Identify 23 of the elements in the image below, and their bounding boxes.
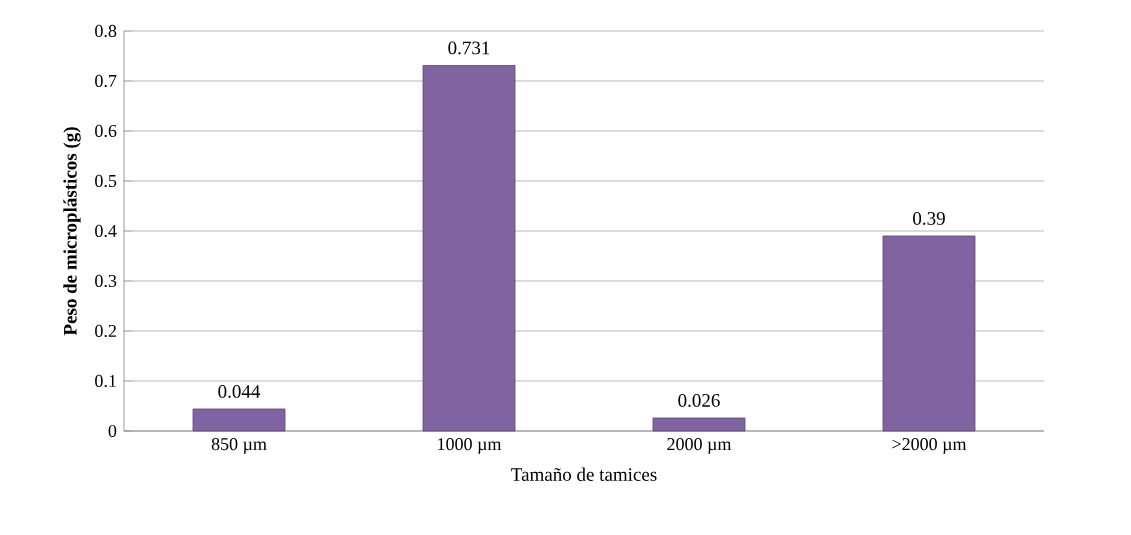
bar [192, 408, 286, 432]
x-axis-title: Tamaño de tamices [511, 467, 657, 481]
bar [422, 65, 516, 432]
x-tick-label: 2000 µm [667, 438, 732, 454]
bar [652, 417, 746, 432]
y-tick-label: 0.2 [95, 324, 116, 338]
y-tick-label: 0.5 [95, 174, 117, 188]
data-label: 0.044 [218, 385, 261, 398]
data-label: 0.026 [678, 394, 720, 407]
y-tick-label: 0.1 [95, 374, 116, 388]
y-axis-title: Peso de microplásticos (g) [63, 127, 81, 336]
x-tick-label: 850 µm [211, 438, 267, 454]
y-tick-label: 0.6 [95, 124, 117, 138]
y-tick-label: 0.4 [95, 224, 117, 238]
x-tick-label: >2000 µm [892, 438, 967, 454]
data-label: 0.39 [913, 212, 945, 225]
y-tick-label: 0 [108, 424, 117, 438]
x-tick-label: 1000 µm [438, 438, 502, 454]
data-label: 0.731 [448, 41, 490, 55]
y-tick-label: 0.8 [95, 24, 117, 38]
y-tick-label: 0.3 [95, 274, 117, 288]
y-tick-label: 0.7 [95, 74, 117, 88]
bar [882, 235, 976, 432]
